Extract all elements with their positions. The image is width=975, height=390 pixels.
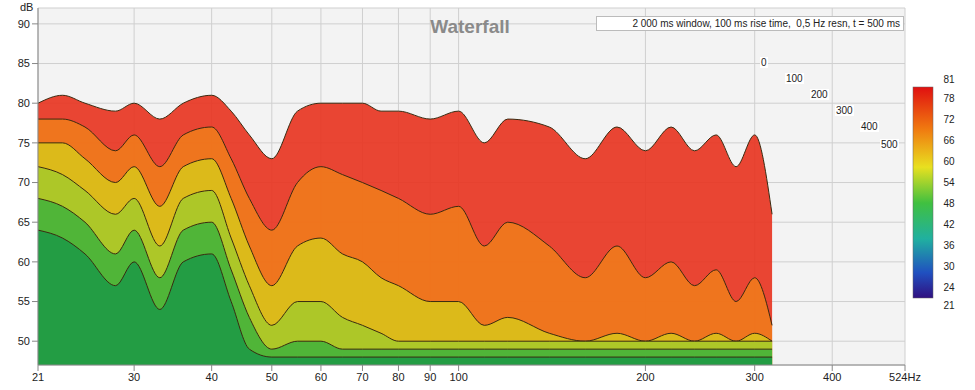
html-text:300: 300 [836,105,853,116]
svg-text:60: 60 [18,256,30,268]
html-text:500: 500 [881,139,898,150]
svg-text:66: 66 [943,135,955,146]
html-text:200: 200 [811,89,828,100]
svg-text:24: 24 [943,282,955,293]
svg-text:21: 21 [943,300,955,311]
svg-text:54: 54 [943,177,955,188]
svg-text:42: 42 [943,219,955,230]
svg-text:60: 60 [315,371,327,383]
svg-text:80: 80 [18,97,30,109]
svg-text:80: 80 [392,371,404,383]
svg-text:524Hz: 524Hz [889,371,921,383]
svg-text:81: 81 [943,74,955,85]
svg-text:75: 75 [18,137,30,149]
svg-text:55: 55 [18,295,30,307]
html-text:100: 100 [786,73,803,84]
svg-text:100: 100 [449,371,467,383]
svg-text:48: 48 [943,198,955,209]
svg-text:78: 78 [943,93,955,104]
html-text:0: 0 [761,57,767,68]
svg-text:90: 90 [424,371,436,383]
svg-text:65: 65 [18,216,30,228]
svg-text:70: 70 [18,176,30,188]
svg-text:50: 50 [266,371,278,383]
svg-text:70: 70 [356,371,368,383]
svg-text:85: 85 [18,57,30,69]
svg-text:90: 90 [18,18,30,30]
svg-text:30: 30 [128,371,140,383]
svg-text:21: 21 [32,371,44,383]
html-text:400: 400 [861,121,878,132]
svg-text:300: 300 [746,371,764,383]
svg-text:36: 36 [943,240,955,251]
svg-text:72: 72 [943,114,955,125]
svg-text:30: 30 [943,261,955,272]
svg-text:40: 40 [206,371,218,383]
svg-text:50: 50 [18,335,30,347]
html-text:dB: dB [20,1,34,13]
svg-text:200: 200 [636,371,654,383]
svg-text:400: 400 [823,371,841,383]
html-text:Waterfall: Waterfall [430,16,510,37]
html-text:2 000 ms window, 100 ms rise t: 2 000 ms window, 100 ms rise time, 0,5 H… [632,18,900,29]
svg-text:60: 60 [943,156,955,167]
